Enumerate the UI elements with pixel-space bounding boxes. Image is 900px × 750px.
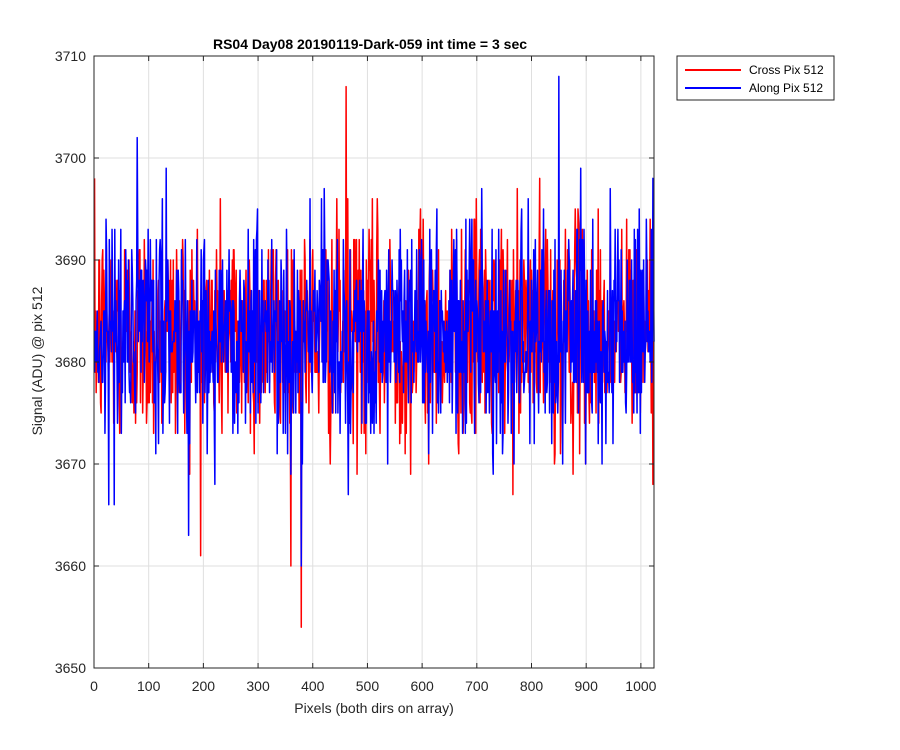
y-tick-label: 3680 [55, 354, 86, 370]
x-tick-label: 800 [520, 678, 544, 694]
x-tick-label: 1000 [625, 678, 656, 694]
y-tick-label: 3700 [55, 150, 86, 166]
legend-label-along: Along Pix 512 [749, 81, 823, 95]
y-tick-label: 3690 [55, 252, 86, 268]
legend: Cross Pix 512 Along Pix 512 [676, 55, 835, 101]
x-tick-label: 600 [410, 678, 434, 694]
x-tick-label: 0 [90, 678, 98, 694]
y-tick-label: 3670 [55, 456, 86, 472]
ticks: 0 100 200 300 400 500 600 700 800 900 1000 3650 3660… [55, 48, 657, 694]
x-tick-label: 500 [356, 678, 380, 694]
legend-box [676, 55, 835, 101]
series-layer [93, 75, 655, 628]
x-tick-label: 700 [465, 678, 489, 694]
x-tick-label: 900 [575, 678, 599, 694]
x-tick-label: 300 [246, 678, 270, 694]
x-tick-label: 400 [301, 678, 325, 694]
x-axis-label: Pixels (both dirs on array) [294, 700, 454, 716]
series-line-along-pix-512 [93, 75, 655, 567]
y-tick-label: 3710 [55, 48, 86, 64]
y-tick-label: 3660 [55, 558, 86, 574]
y-axis-label: Signal (ADU) @ pix 512 [29, 286, 45, 435]
x-tick-label: 100 [137, 678, 161, 694]
legend-label-cross: Cross Pix 512 [749, 63, 824, 77]
chart-title: RS04 Day08 20190119-Dark-059 int time = … [213, 36, 527, 52]
y-tick-label: 3650 [55, 660, 86, 676]
x-tick-label: 200 [192, 678, 216, 694]
